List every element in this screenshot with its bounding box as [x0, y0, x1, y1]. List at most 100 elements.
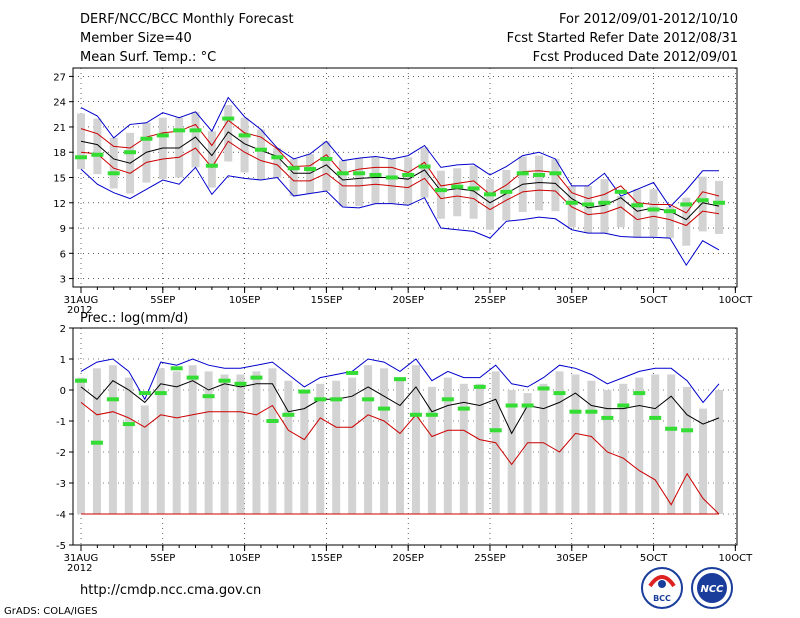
obs-marker — [140, 136, 153, 141]
obs-marker — [680, 202, 693, 207]
obs-marker — [598, 200, 611, 205]
ensemble-box — [507, 390, 516, 514]
x-tick-label: 15SEP — [311, 553, 342, 564]
ensemble-box — [715, 390, 723, 514]
obs-marker — [282, 412, 295, 417]
obs-marker — [189, 128, 202, 133]
obs-marker — [330, 397, 343, 402]
ensemble-box — [240, 117, 249, 173]
obs-marker — [713, 200, 725, 205]
series-min-line — [80, 402, 720, 515]
ensemble-box — [635, 377, 644, 514]
ensemble-box — [436, 170, 445, 219]
obs-marker — [138, 391, 151, 396]
series-max-line — [80, 358, 720, 404]
x-tick-label: 30SEP — [556, 295, 587, 306]
x-year-label: 2012 — [67, 563, 92, 574]
ensemble-box — [108, 365, 117, 514]
y-tick-label: 1 — [60, 355, 66, 366]
x-tick-label: 15SEP — [311, 295, 342, 306]
obs-marker — [467, 186, 480, 191]
ensemble-box — [633, 189, 642, 238]
title-right-1: For 2012/09/01-2012/10/10 — [559, 12, 738, 27]
y-tick-label: -5 — [56, 541, 66, 552]
y-tick-label: 12 — [53, 199, 66, 210]
svg-text:BCC: BCC — [653, 594, 671, 603]
ensemble-box — [316, 383, 325, 514]
ensemble-box — [551, 158, 560, 212]
obs-marker — [346, 370, 359, 375]
obs-marker — [304, 167, 317, 172]
ensemble-box — [204, 371, 213, 514]
obs-marker — [170, 366, 183, 371]
obs-marker — [647, 207, 660, 212]
obs-marker — [489, 428, 502, 433]
ensemble-box — [355, 158, 364, 207]
obs-marker — [425, 412, 438, 417]
ensemble-box — [188, 365, 197, 514]
obs-marker — [298, 389, 311, 394]
y-tick-label: -2 — [56, 448, 66, 459]
x-tick-label: 25SEP — [474, 553, 505, 564]
obs-marker — [202, 394, 215, 399]
obs-marker — [353, 171, 366, 176]
series-max-line — [80, 96, 719, 208]
ensemble-box — [667, 374, 676, 514]
obs-marker — [369, 172, 382, 177]
obs-marker — [156, 133, 169, 138]
obs-marker — [441, 397, 454, 402]
ensemble-box — [715, 180, 723, 234]
ensemble-box — [256, 129, 265, 181]
x-tick-label: 20SEP — [392, 295, 423, 306]
y-tick-label: 6 — [60, 249, 66, 260]
ensemble-box — [420, 147, 429, 198]
x-tick-label: 5SEP — [150, 295, 175, 306]
ensemble-box — [273, 148, 282, 178]
ensemble-box — [411, 365, 420, 514]
obs-marker — [633, 391, 646, 396]
obs-marker — [271, 155, 284, 160]
ensemble-box — [322, 141, 331, 191]
x-tick-label: 25SEP — [474, 295, 505, 306]
series-mean-line — [80, 131, 720, 221]
y-tick-label: 24 — [53, 98, 66, 109]
obs-marker — [122, 422, 135, 427]
obs-marker — [336, 171, 349, 176]
ensemble-box — [289, 158, 298, 197]
series-min-line — [80, 166, 720, 267]
obs-marker — [394, 377, 406, 382]
x-tick-label: 20SEP — [392, 553, 423, 564]
ensemble-box — [220, 374, 229, 514]
ensemble-box — [284, 380, 293, 514]
obs-marker — [505, 403, 518, 408]
x-tick-label: 31AUG — [64, 295, 99, 306]
ensemble-box — [191, 111, 200, 168]
title-left-1: DERF/NCC/BCC Monthly Forecast — [80, 12, 294, 27]
y-tick-label: 9 — [60, 224, 66, 235]
x-tick-label: 10OCT — [719, 553, 754, 564]
ensemble-box — [555, 371, 564, 514]
ensemble-box — [453, 168, 462, 217]
obs-marker — [234, 381, 247, 386]
ensemble-box — [300, 393, 309, 514]
obs-marker — [107, 171, 120, 176]
obs-marker — [521, 403, 534, 408]
obs-marker — [418, 164, 431, 169]
y-tick-label: 18 — [53, 148, 66, 159]
obs-marker — [681, 428, 694, 433]
ensemble-box — [404, 157, 413, 206]
ensemble-box — [651, 374, 660, 514]
x-tick-label: 30SEP — [556, 553, 587, 564]
footer-url[interactable]: http://cmdp.ncc.cma.gov.cn — [80, 583, 261, 598]
ensemble-box — [124, 377, 133, 514]
obs-marker — [91, 152, 104, 157]
obs-marker — [665, 426, 678, 431]
ensemble-box — [571, 374, 580, 514]
x-tick-label: 10OCT — [719, 295, 754, 306]
y-tick-label: 15 — [53, 174, 66, 185]
obs-marker — [222, 116, 235, 121]
y-tick-label: -1 — [56, 417, 66, 428]
ncc-logo: NCC — [691, 567, 733, 609]
obs-marker — [254, 147, 267, 152]
x-tick-label: 5SEP — [150, 553, 175, 564]
